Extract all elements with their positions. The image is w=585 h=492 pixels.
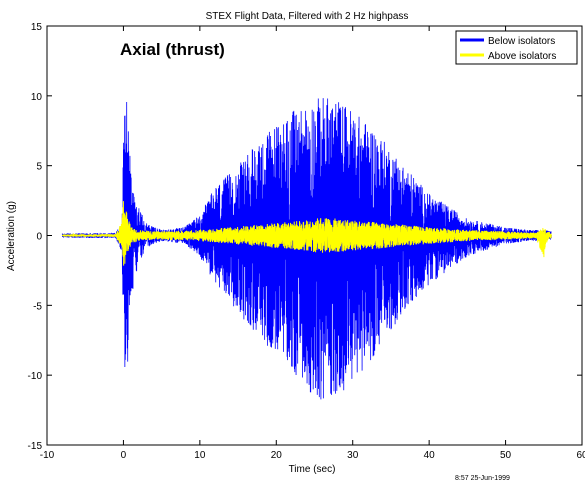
x-tick-label: -10	[40, 450, 55, 461]
legend-label-below-isolators: Below isolators	[488, 36, 555, 47]
y-tick-label: 5	[36, 162, 42, 173]
annotation-label: Axial (thrust)	[120, 40, 225, 59]
x-tick-label: 30	[347, 450, 359, 461]
y-tick-label: 0	[36, 232, 42, 243]
chart-title: STEX Flight Data, Filtered with 2 Hz hig…	[206, 11, 409, 22]
legend-label-above-isolators: Above isolators	[488, 51, 556, 62]
x-tick-label: 0	[121, 450, 127, 461]
timestamp: 8:57 25-Jun-1999	[455, 475, 510, 482]
x-tick-label: 50	[500, 450, 512, 461]
legend: Below isolators Above isolators	[455, 30, 578, 65]
x-tick-label: 10	[194, 450, 206, 461]
y-tick-label: -15	[28, 441, 43, 452]
series-layer	[61, 98, 552, 400]
y-tick-label: 15	[31, 22, 43, 33]
x-tick-label: 60	[576, 450, 585, 461]
y-tick-label: -5	[33, 301, 42, 312]
x-tick-label: 20	[271, 450, 283, 461]
y-axis-label: Acceleration (g)	[6, 201, 17, 271]
legend-box	[455, 30, 578, 65]
series-line-above-isolators	[61, 201, 552, 266]
y-tick-label: 10	[31, 92, 43, 103]
x-axis-label: Time (sec)	[289, 464, 336, 475]
y-tick-label: -10	[28, 371, 43, 382]
x-tick-label: 40	[424, 450, 436, 461]
